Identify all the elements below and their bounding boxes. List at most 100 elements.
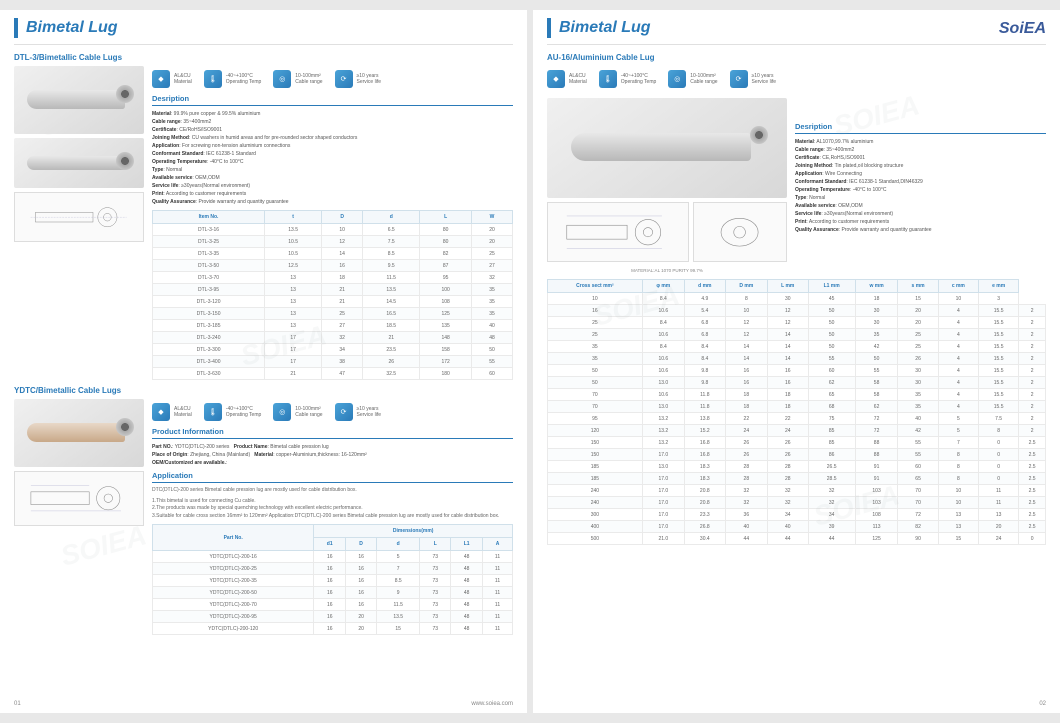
table-cell: 10.6 (642, 305, 684, 317)
icon-row-s2: ◆AL&CUMaterial🌡-40~+100°COperating Temp◎… (152, 403, 513, 421)
table-cell: 18 (767, 389, 808, 401)
table-cell: 11 (483, 563, 513, 575)
table-cell: 91 (855, 461, 898, 473)
table-header: d mm (684, 280, 725, 293)
table-cell: 18 (725, 389, 767, 401)
table-row: 12013.215.22424857242582 (548, 425, 1046, 437)
table-cell: 135 (420, 320, 472, 332)
table-cell: 16 (314, 623, 346, 635)
table-header: d1 (314, 538, 346, 551)
table-cell: 58 (855, 389, 898, 401)
table-cell: 20 (472, 236, 513, 248)
table-header: L (420, 538, 451, 551)
table-cell: 80 (420, 236, 472, 248)
table-cell: 48 (472, 332, 513, 344)
table-row: DTL-3-3510.5148.58225 (153, 248, 513, 260)
table-cell: 10 (938, 485, 978, 497)
pi-row: OEM/Customized are available.: (152, 459, 513, 467)
icon-badge: ◎ (668, 70, 686, 88)
table-cell: 17.0 (642, 497, 684, 509)
table-cell: 4 (938, 365, 978, 377)
icon-badge: ◆ (547, 70, 565, 88)
desc-row: Service life: ≥30years(Normal environmen… (152, 182, 513, 190)
table-cell: 26 (363, 356, 420, 368)
table-cell: 40 (725, 521, 767, 533)
icon-badge: ⟳ (335, 70, 353, 88)
table-cell: 48 (451, 611, 483, 623)
table-row: YDTC(DTLC)-200-95162013.5734811 (153, 611, 513, 623)
table-cell: YDTC(DTLC)-200-25 (153, 563, 314, 575)
icon-label: AL&CUMaterial (569, 73, 587, 85)
table-cell: 16 (314, 611, 346, 623)
table-row: DTL-3-185132718.513540 (153, 320, 513, 332)
table-cell: 27 (322, 320, 363, 332)
p2-title: AU-16/Aluminium Cable Lug (547, 53, 1060, 62)
table-cell: 35 (472, 296, 513, 308)
pi-row: Part NO.: YDTC(DTLC)-200 series Product … (152, 443, 513, 451)
icon-label: 10-100mm²Cable range (690, 73, 717, 85)
table-cell: 4 (938, 305, 978, 317)
table-cell: 85 (808, 437, 855, 449)
table-cell: 11 (483, 599, 513, 611)
table-cell: 10.5 (265, 248, 322, 260)
table-cell: 15.5 (978, 317, 1018, 329)
page-num-right: 02 (1039, 701, 1046, 707)
table-cell: 70 (548, 389, 643, 401)
table-cell: 86 (808, 449, 855, 461)
table-cell: 55 (472, 356, 513, 368)
table-cell: 13 (265, 296, 322, 308)
table-cell: 14 (767, 341, 808, 353)
table-cell: 30 (855, 317, 898, 329)
table-cell: 16 (314, 563, 346, 575)
table-cell: 90 (898, 533, 938, 545)
table-cell: 50 (808, 317, 855, 329)
table-cell: 13 (265, 320, 322, 332)
table-cell: 8.4 (642, 293, 684, 305)
desc-row: Available service: OEM,ODM (152, 174, 513, 182)
table-cell: 35 (548, 341, 643, 353)
table-cell: 32 (808, 497, 855, 509)
table-cell: 15.5 (978, 365, 1018, 377)
table-header: Cross sect mm² (548, 280, 643, 293)
table-row: 258.46.81212503020415.52 (548, 317, 1046, 329)
table-cell: 12.5 (265, 260, 322, 272)
table-cell: DTL-3-400 (153, 356, 265, 368)
table-header: L1 mm (808, 280, 855, 293)
desc-row: Cable range: 35~400mm2 (152, 118, 513, 126)
table-cell: 11.5 (377, 599, 420, 611)
icon-badge: ◎ (273, 403, 291, 421)
table-cell: 13.0 (642, 377, 684, 389)
table-row: DTL-3-300173423.515850 (153, 344, 513, 356)
table-header: D mm (725, 280, 767, 293)
table-cell: 13.0 (642, 401, 684, 413)
table-row: DTL-3-95132113.510035 (153, 284, 513, 296)
table-cell: 22 (767, 413, 808, 425)
table-cell: 50 (472, 344, 513, 356)
table-cell: 47 (322, 368, 363, 380)
table-cell: 2.5 (1019, 473, 1046, 485)
table-cell: 15.5 (978, 353, 1018, 365)
table-cell: 72 (855, 425, 898, 437)
table-cell: 28 (725, 473, 767, 485)
feature-icon: ⟳≥10 yearsService life (335, 70, 381, 88)
table-cell: 73 (420, 599, 451, 611)
table-cell: 13.0 (642, 461, 684, 473)
icon-row-s1: ◆AL&CUMaterial🌡-40~+100°COperating Temp◎… (152, 70, 513, 88)
s1-product-image (14, 66, 144, 134)
page-right: SOIEA SOIEA SOIEA SoiEA Bimetal Lug AU-1… (533, 10, 1060, 713)
p2-table: Cross sect mm²φ mmd mmD mmL mmL1 mmw mms… (547, 279, 1046, 545)
s2-app-notes: 1.This bimetal is used for connecting Cu… (152, 498, 513, 521)
table-cell: 11 (483, 623, 513, 635)
table-cell: 28 (767, 461, 808, 473)
table-cell: 32.5 (363, 368, 420, 380)
table-cell: 13.5 (363, 284, 420, 296)
table-cell: 20 (346, 611, 377, 623)
table-cell: 11.5 (363, 272, 420, 284)
table-cell: 108 (855, 509, 898, 521)
s2-diagram (14, 471, 144, 526)
table-cell: 10 (938, 497, 978, 509)
table-cell: DTL-3-120 (153, 296, 265, 308)
table-cell: 75 (808, 413, 855, 425)
table-cell: 82 (420, 248, 472, 260)
table-cell: 113 (855, 521, 898, 533)
